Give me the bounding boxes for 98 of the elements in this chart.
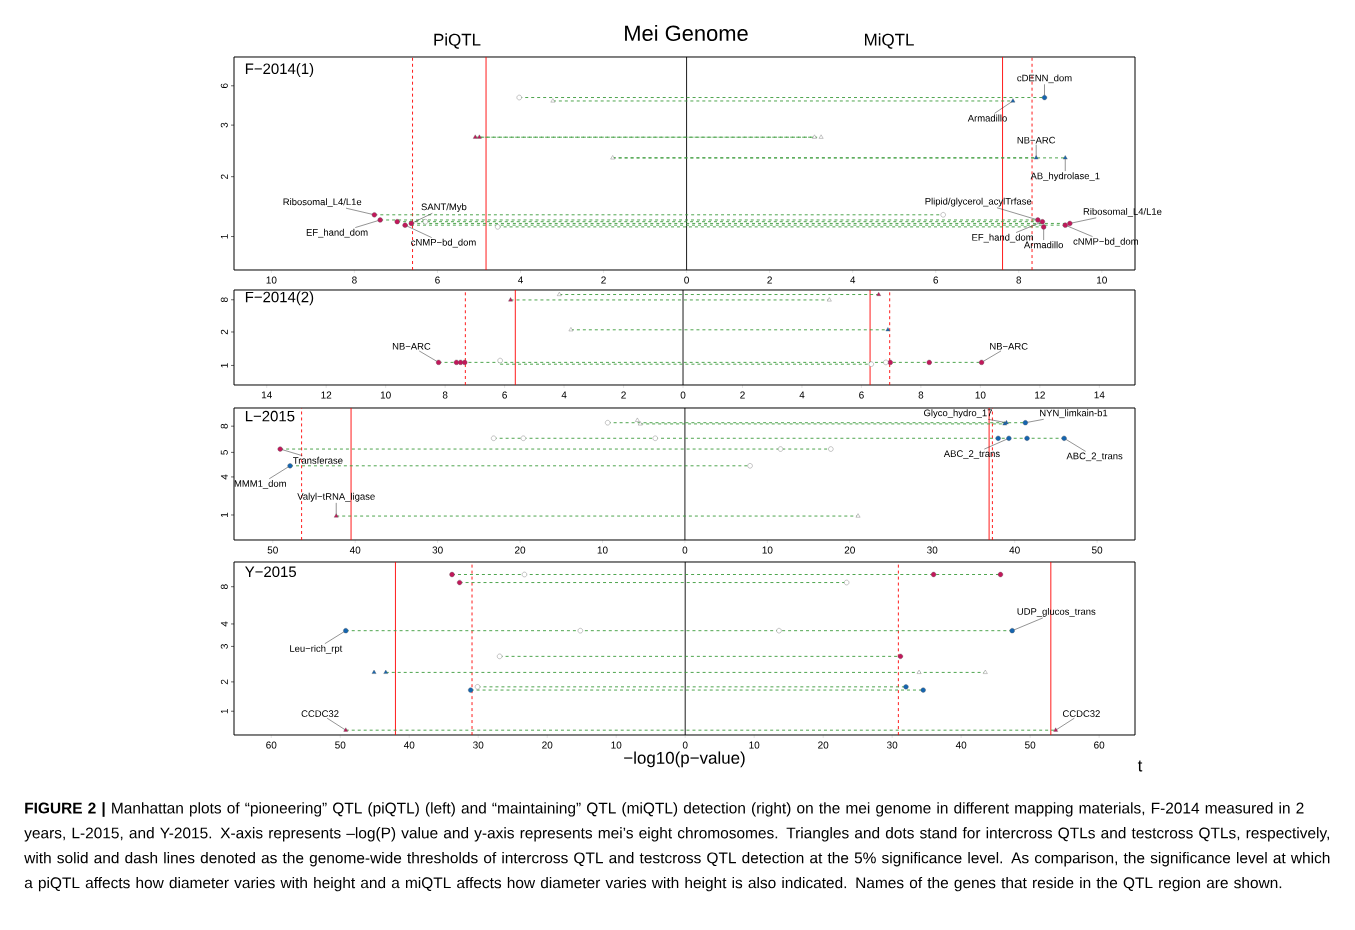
x-tick-label: 2: [601, 276, 606, 284]
x-tick-label: 10: [749, 741, 760, 749]
x-tick-label: 30: [927, 546, 938, 554]
x-tick-label: 6: [435, 276, 440, 284]
text: 4: [220, 621, 228, 627]
text: 1: [220, 363, 228, 368]
annotation: cDENN_dom: [1017, 74, 1072, 84]
text: 3: [220, 122, 228, 128]
x-tick-label: 2: [767, 276, 772, 284]
text: 1: [220, 708, 228, 714]
text: 5: [220, 450, 228, 455]
annotation: Armadillo: [1023, 241, 1063, 249]
x-tick-label: 10: [762, 546, 773, 554]
x-tick-label: 10: [266, 276, 277, 284]
annotation: AB_hydrolase_1: [1030, 172, 1100, 182]
x-tick-label: 40: [349, 546, 361, 554]
x-tick-label: 0: [682, 546, 688, 554]
x-tick-label: 10: [611, 741, 622, 749]
annotation: Glyco_hydro_17: [924, 409, 992, 419]
x-tick-label: 50: [335, 741, 346, 749]
text: MiQTL: [865, 33, 914, 49]
annotation: Valyl−tRNA_ligase: [297, 492, 375, 502]
annotation: Ribosomal_L4/L1e: [283, 198, 362, 207]
x-tick-label: 8: [1016, 276, 1022, 284]
x-tick-label: 14: [261, 391, 272, 399]
x-tick-label: 0: [680, 391, 686, 399]
chart-title: L−2015: [245, 410, 295, 422]
x-tick-label: 6: [933, 276, 939, 284]
x-tick-label: 4: [561, 391, 567, 399]
x-tick-label: 2: [621, 391, 626, 399]
x-tick-label: 30: [432, 546, 443, 554]
x-tick-label: 0: [684, 276, 689, 284]
x-tick-label: 2: [740, 391, 745, 399]
x-axis-title: −log10(p−value): [624, 751, 745, 768]
text: FIGURE 2 | Manhattan plots of “pioneering” QTL (piQTL) (left) and “maintaining” QTL (miQTL) detection (right) on the mei genome in different mapping materials, F-2014 measured in 2 years, L-2015, and Y-2015. X-axis represents –log(P) value and y-axis represents mei’s eight chromosomes. Triangles and dots stand for intercross QTLs and testcross QTLs, respectively, with solid and dash lines denoted as the genome-wide thresholds of intercross QTL and testcross QTL detection at the 5% significance level. As comparison, the significance level at which a piQTL affects how diameter varies with height and a miQTL affects how diameter varies with height is also indicated. Names of the genes that reside in the QTL region are shown.: [24, 802, 1330, 892]
annotation: ABC_2_trans: [1066, 452, 1123, 462]
x-tick-label: 4: [850, 276, 856, 284]
x-tick-label: 0: [682, 741, 688, 749]
x-tick-label: 20: [515, 546, 526, 554]
annotation: EF_hand_dom: [306, 228, 368, 238]
text: 2: [220, 174, 228, 179]
x-tick-label: 50: [267, 546, 278, 554]
text: 2: [220, 329, 228, 335]
annotation: Ribosomal_L4/L1e: [1083, 207, 1162, 217]
x-tick-label: 20: [542, 741, 553, 749]
text: PiQTL: [434, 33, 481, 49]
x-tick-label: 10: [975, 391, 986, 399]
chart-title: Y−2015: [245, 566, 297, 578]
text: Mei Genome: [625, 24, 748, 42]
x-tick-label: 60: [1094, 741, 1105, 749]
x-tick-label: 6: [502, 391, 507, 399]
text: 2: [220, 679, 228, 685]
text: 8: [220, 584, 228, 590]
chart-title: F−2014(1): [245, 63, 314, 77]
x-tick-label: 10: [1097, 276, 1107, 284]
x-tick-label: 20: [818, 741, 829, 749]
x-tick-label: 12: [1035, 391, 1045, 399]
annotation: Leu−rich_rpt: [290, 644, 343, 654]
text: 6: [220, 83, 228, 89]
x-tick-label: 60: [266, 741, 277, 749]
annotation: ABC_2_trans: [943, 450, 1000, 459]
annotation: NB−ARC: [1017, 136, 1056, 144]
x-tick-label: 12: [321, 391, 332, 399]
x-tick-label: 10: [380, 391, 391, 399]
x-tick-label: 4: [799, 391, 805, 399]
x-tick-label: 40: [1009, 546, 1020, 554]
annotation: CCDC32: [1062, 710, 1100, 717]
text: 3: [220, 644, 228, 649]
annotation: Transferase: [293, 456, 343, 464]
x-tick-label: 30: [887, 741, 898, 749]
x-tick-label: 50: [1091, 546, 1103, 554]
x-tick-label: 40: [955, 741, 967, 749]
text: t: [1137, 760, 1143, 772]
chart-title: F−2014(2): [245, 291, 314, 306]
x-tick-label: 14: [1094, 391, 1105, 399]
annotation: SANT/Myb: [421, 203, 467, 213]
x-tick-label: 6: [859, 391, 864, 399]
annotation: CCDC32: [301, 710, 339, 717]
annotation: cNMP−bd_dom: [1073, 237, 1138, 247]
text: 1: [220, 512, 228, 517]
x-tick-label: 20: [844, 546, 855, 554]
annotation: cNMP−bd_dom: [411, 238, 476, 248]
text: 8: [220, 297, 228, 303]
x-tick-label: 4: [517, 276, 523, 284]
text: 1: [220, 234, 228, 239]
annotation: NB−ARC: [392, 343, 431, 350]
x-tick-label: 30: [473, 741, 484, 749]
annotation: NYN_limkain-b1: [1040, 409, 1108, 419]
x-tick-label: 40: [403, 741, 415, 749]
x-tick-label: 10: [597, 546, 608, 554]
x-tick-label: 8: [442, 391, 448, 399]
annotation: NB−ARC: [990, 343, 1028, 350]
x-tick-label: 50: [1025, 741, 1036, 749]
x-tick-label: 8: [352, 276, 357, 284]
text: 4: [220, 474, 228, 480]
x-tick-label: 8: [918, 391, 924, 399]
text: 8: [220, 423, 228, 429]
annotation: MMM1_dom: [234, 480, 286, 489]
